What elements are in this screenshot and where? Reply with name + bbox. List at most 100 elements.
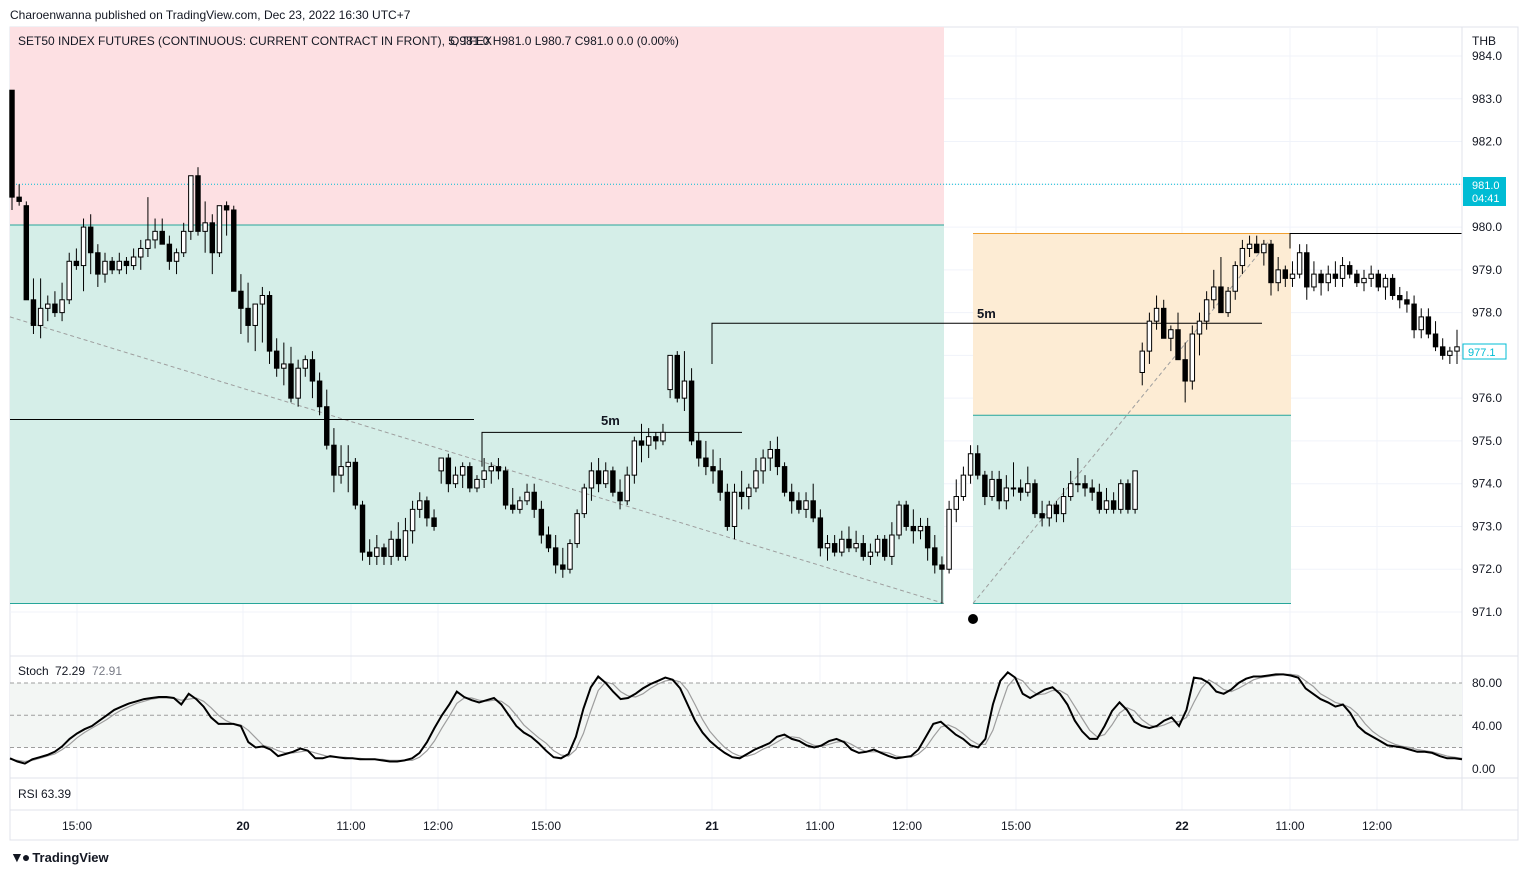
candle-body: [331, 444, 337, 476]
candle-body: [903, 504, 909, 527]
candle-body: [1003, 487, 1010, 502]
candle-body: [989, 478, 995, 498]
countdown-label: 04:41: [1472, 193, 1500, 205]
candle-body: [1203, 299, 1210, 322]
candle-body: [1025, 483, 1031, 493]
candle-body: [939, 564, 945, 570]
candle-body: [517, 500, 523, 510]
candle-body: [760, 457, 766, 472]
candle-body: [452, 474, 459, 485]
candle-body: [1010, 487, 1017, 490]
candle-body: [102, 260, 108, 275]
candle-body: [538, 508, 545, 536]
candle-body: [1368, 273, 1374, 279]
candle-body: [366, 551, 373, 557]
candle-body: [502, 470, 509, 506]
tradingview-logo[interactable]: ▼● TradingView: [10, 849, 109, 865]
time-tick-label: 15:00: [531, 819, 561, 833]
candle-body: [1160, 307, 1167, 339]
candle-body: [1332, 273, 1339, 279]
time-tick-label: 22: [1175, 819, 1189, 833]
candle-body: [1089, 487, 1095, 493]
price-tick-label: 973.0: [1472, 519, 1502, 533]
candle-body: [1418, 316, 1424, 331]
candle-body: [603, 470, 609, 485]
candle-body: [1253, 243, 1260, 254]
candle-body: [1146, 320, 1153, 352]
candle-body: [1082, 483, 1088, 489]
candle-body: [188, 175, 194, 232]
candle-body: [95, 252, 101, 275]
time-axis[interactable]: 15:00 20 11:00 12:00 15:00 21 11:00 12:00 15:00 2…: [62, 819, 1392, 833]
time-tick-label: 12:00: [892, 819, 922, 833]
stoch-d-value: 72.91: [92, 664, 122, 678]
currency-label: THB: [1472, 34, 1496, 48]
candle-body: [273, 350, 280, 369]
candle-body: [681, 380, 688, 399]
candle-body: [1261, 243, 1267, 254]
candle-body: [381, 547, 387, 557]
candle-body: [209, 222, 216, 254]
candle-body: [810, 500, 816, 519]
entry-dot: [968, 614, 978, 624]
candle-body: [495, 466, 502, 472]
candle-body: [316, 380, 323, 408]
stoch-k-line: [9, 670, 1463, 765]
candle-body: [1103, 500, 1110, 510]
candle-body: [896, 504, 902, 536]
candle-body: [152, 230, 158, 241]
candle-body: [545, 534, 552, 549]
candle-body: [130, 256, 137, 267]
symbol-legend[interactable]: SET50 INDEX FUTURES (CONTINUOUS: CURRENT…: [18, 34, 492, 48]
candle-body: [123, 260, 130, 267]
candle-body: [467, 466, 473, 489]
candle-body: [281, 363, 287, 369]
candle-body: [1389, 277, 1396, 297]
stoch-label[interactable]: Stoch: [18, 664, 49, 678]
candle-body: [238, 290, 244, 309]
candle-body: [1225, 290, 1231, 314]
candle-body: [1060, 496, 1067, 515]
candle-body: [1354, 273, 1360, 284]
candle-body: [138, 247, 144, 258]
candle-body: [853, 543, 859, 549]
candle-body: [1139, 350, 1145, 373]
candle-body: [45, 303, 51, 309]
candle-body: [116, 260, 123, 271]
candle-body: [1282, 269, 1289, 279]
candle-body: [80, 226, 87, 267]
candle-body: [674, 354, 680, 399]
candle-body: [831, 543, 838, 553]
price-tick-label: 982.0: [1472, 135, 1502, 149]
candle-body: [52, 303, 58, 314]
candle-body: [223, 205, 230, 211]
candle-body: [1067, 483, 1074, 498]
candle-body: [1246, 243, 1253, 249]
candle-body: [431, 517, 437, 527]
candle-body: [660, 431, 666, 442]
candle-body: [309, 359, 316, 382]
last-price-label: 981.0: [1472, 180, 1500, 192]
orange-zone: [973, 233, 1291, 416]
candle-body: [145, 239, 151, 249]
candle-body: [867, 551, 874, 557]
candle-body: [1239, 247, 1246, 267]
level-line-4: [1289, 232, 1462, 249]
candle-body: [1346, 265, 1353, 275]
candle-body: [753, 470, 759, 489]
candle-body: [324, 406, 330, 446]
candle-body: [245, 307, 251, 326]
candle-body: [817, 517, 824, 549]
candle-body: [531, 491, 537, 510]
candle-body: [166, 243, 173, 262]
candle-body: [710, 466, 716, 472]
candle-body: [488, 466, 494, 472]
rsi-label[interactable]: RSI: [18, 787, 38, 801]
ohlc-legend: O981.0 H981.0 L980.7 C981.0 0.0 (0.00%): [450, 34, 679, 48]
candle-body: [552, 547, 559, 566]
candle-body: [953, 496, 959, 510]
publisher-caption: Charoenwanna published on TradingView.co…: [10, 8, 411, 22]
price-axis[interactable]: 984.0983.0982.0981.0980.0979.0978.0977.0…: [1472, 49, 1502, 619]
price-tick-label: 979.0: [1472, 263, 1502, 277]
